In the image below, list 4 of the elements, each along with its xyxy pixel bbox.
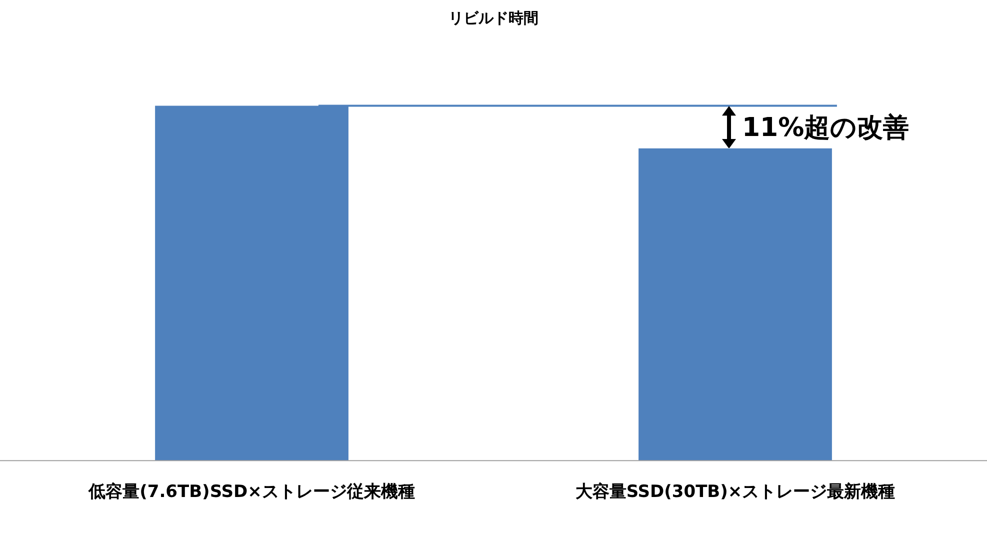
annotation: 11%超の改善	[742, 112, 910, 146]
chart-title: リビルド時間	[448, 8, 538, 27]
x-tick-label: 低容量(7.6TB)SSD×ストレージ従来機種	[88, 482, 415, 502]
x-tick-label: 大容量SSD(30TB)×ストレージ最新機種	[575, 482, 896, 502]
